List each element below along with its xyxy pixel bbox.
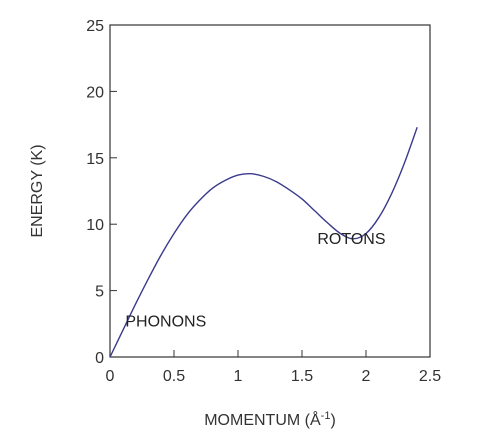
annotation-rotons: ROTONS [317,231,385,248]
plot-frame [109,24,431,358]
x-axis-label: MOMENTUM (Å-1) [204,410,336,429]
annotation-phonons: PHONONS [125,313,206,330]
y-tick-label: 25 [86,18,104,35]
y-tick-label: 20 [86,84,104,101]
y-tick-label: 5 [95,284,104,301]
x-tick-label: 0.5 [163,368,185,385]
tick-labels: 0 0.5 1 1.5 2 2.5 0 5 10 15 20 25 [86,18,441,385]
axis-ticks [109,24,431,358]
x-tick-label: 0 [106,368,115,385]
x-tick-label: 2.5 [419,368,441,385]
dispersion-curve [109,127,418,358]
x-tick-label: 1 [234,368,243,385]
y-axis-label: ENERGY (K) [29,144,46,237]
x-tick-label: 1.5 [291,368,313,385]
y-tick-label: 10 [86,217,104,234]
y-tick-label: 15 [86,151,104,168]
annotations: PHONONS ROTONS [125,231,385,330]
y-tick-label: 0 [95,350,104,367]
x-tick-label: 2 [362,368,371,385]
